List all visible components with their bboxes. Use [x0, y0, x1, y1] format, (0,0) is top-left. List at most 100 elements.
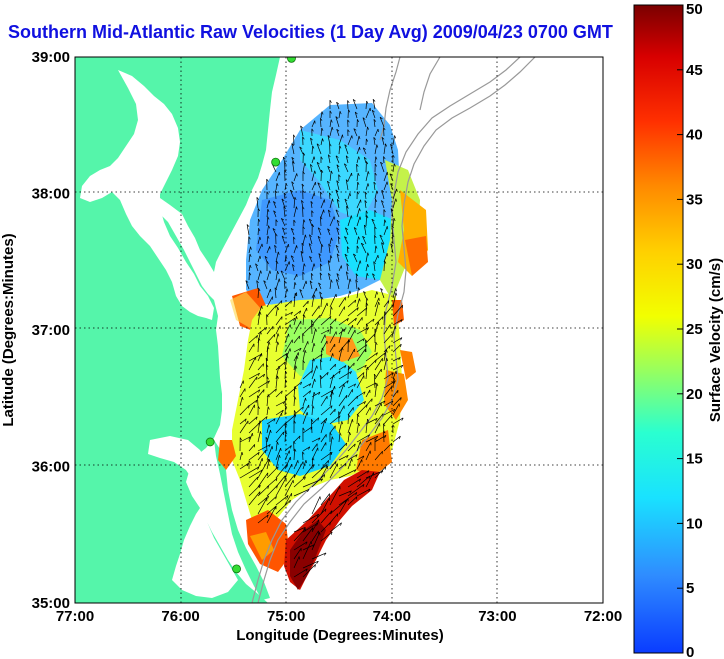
velocity-vector [338, 498, 349, 515]
velocity-vector-head [365, 138, 369, 142]
velocity-vector [293, 335, 300, 344]
velocity-vector [311, 314, 321, 326]
velocity-vector-head [352, 99, 356, 102]
velocity-vector-head [383, 156, 386, 160]
velocity-vector [383, 219, 386, 227]
velocity-vector-head [327, 228, 331, 231]
velocity-vector [284, 422, 286, 434]
velocity-vector-head [267, 208, 270, 212]
velocity-vector [356, 156, 360, 164]
velocity-vector-head [262, 363, 264, 367]
velocity-vector-head [313, 192, 316, 196]
velocity-vector-head [260, 331, 262, 335]
velocity-vector [302, 341, 309, 353]
velocity-vector [356, 344, 367, 353]
velocity-vector [275, 325, 281, 335]
velocity-vector-head [344, 198, 348, 202]
velocity-vector [347, 299, 357, 308]
velocity-vector [248, 343, 255, 353]
velocity-vector-head [313, 392, 316, 396]
velocity-vector [257, 236, 261, 245]
velocity-vector [239, 396, 243, 407]
velocity-vector-head [362, 372, 365, 376]
velocity-vector [338, 318, 349, 326]
velocity-vector-head [257, 406, 260, 410]
velocity-vector-head [358, 423, 361, 427]
velocity-vector [281, 218, 286, 227]
velocity-vector-head [336, 164, 340, 168]
velocity-vector [347, 307, 359, 317]
velocity-vector-head [316, 560, 319, 564]
velocity-vector-head [381, 189, 385, 193]
velocity-vector [311, 464, 328, 479]
velocity-vector-head [274, 190, 278, 194]
velocity-vector-head [377, 322, 380, 326]
velocity-vector [248, 491, 261, 506]
colorbar-tick-label: 0 [686, 644, 694, 659]
velocity-vector [318, 282, 322, 290]
velocity-vector [347, 389, 353, 398]
velocity-vector-head [318, 437, 321, 441]
velocity-vector [374, 291, 378, 299]
velocity-vector-head [356, 396, 358, 400]
velocity-vector [374, 402, 382, 416]
velocity-vector [310, 273, 313, 281]
velocity-vector [291, 264, 295, 272]
colorbar-tick-label: 40 [686, 127, 703, 144]
velocity-vector-head [349, 432, 351, 436]
velocity-vector-head [347, 119, 350, 123]
velocity-vector-head [393, 380, 396, 384]
velocity-vector [293, 273, 298, 281]
velocity-vector [344, 236, 349, 245]
velocity-vector [383, 345, 391, 353]
velocity-vector [329, 216, 335, 227]
velocity-vector [266, 505, 277, 515]
velocity-vector [263, 280, 268, 290]
velocity-vector [320, 209, 324, 218]
velocity-vector-head [315, 328, 317, 332]
velocity-vector [374, 358, 383, 371]
velocity-vector [257, 444, 271, 452]
velocity-vector [284, 355, 288, 371]
velocity-vector-head [375, 156, 378, 160]
velocity-vector [383, 311, 385, 326]
velocity-vector [311, 437, 321, 443]
velocity-vector-head [288, 333, 290, 337]
velocity-vector [275, 454, 280, 470]
velocity-vector [302, 564, 316, 578]
velocity-vector [353, 253, 358, 263]
velocity-vector [347, 454, 358, 461]
velocity-vector-head [350, 215, 353, 219]
velocity-vector-head [332, 198, 334, 202]
velocity-vector [311, 417, 319, 425]
velocity-vector [246, 224, 250, 236]
velocity-vector-head [358, 135, 361, 139]
velocity-vector [372, 99, 376, 110]
velocity-vector [383, 430, 385, 443]
velocity-vector [381, 137, 385, 146]
velocity-vector-head [325, 418, 328, 422]
velocity-vector-head [359, 260, 362, 264]
velocity-vector-head [257, 372, 260, 376]
velocity-vector [284, 311, 293, 317]
velocity-vector [374, 383, 378, 398]
velocity-vector-head [301, 200, 304, 203]
velocity-vector [266, 506, 277, 524]
velocity-vector-head [395, 292, 398, 296]
velocity-vector-head [317, 227, 321, 230]
velocity-vector [293, 406, 304, 416]
velocity-vector [311, 496, 321, 515]
velocity-vector-head [367, 171, 370, 175]
velocity-vector [257, 431, 261, 443]
velocity-vector-head [283, 192, 287, 196]
velocity-vector-head [271, 446, 274, 450]
velocity-vector-head [378, 301, 380, 305]
velocity-vector-head [374, 163, 377, 167]
velocity-vector-head [270, 288, 272, 293]
velocity-vector-head [386, 181, 388, 185]
velocity-vector [275, 333, 279, 344]
velocity-vector-head [367, 418, 370, 422]
velocity-vector-head [330, 119, 333, 123]
velocity-vector-head [330, 170, 333, 174]
